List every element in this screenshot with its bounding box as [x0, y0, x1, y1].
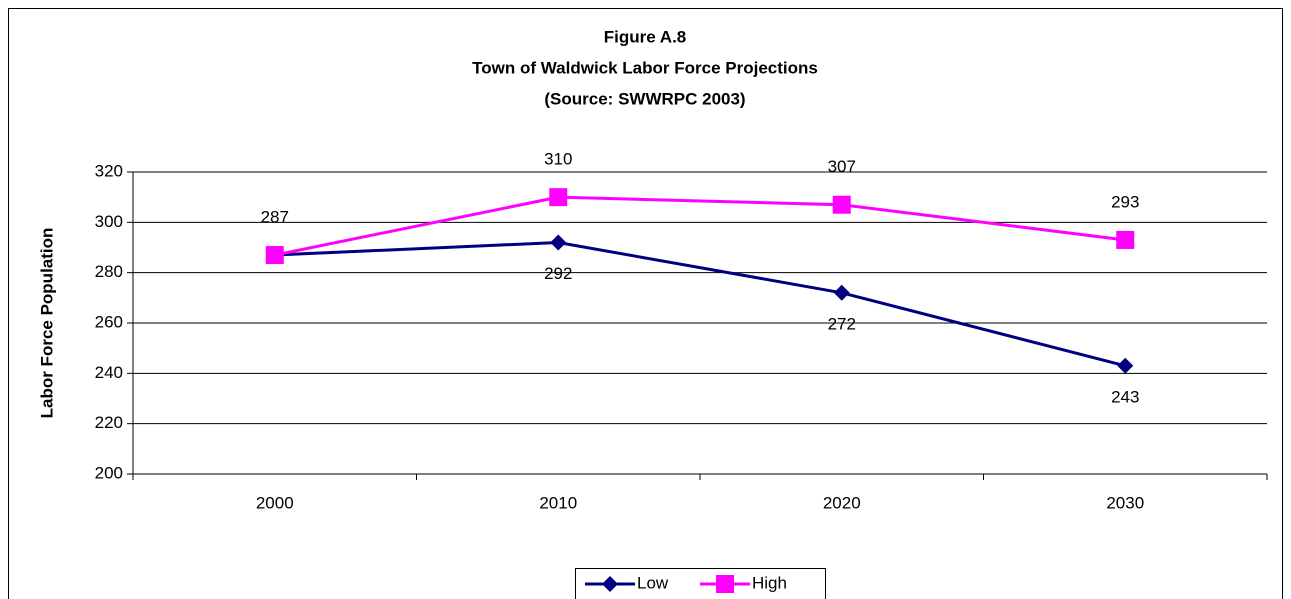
x-tick-label: 2000 [256, 493, 294, 512]
chart-title: Town of Waldwick Labor Force Projections [472, 58, 818, 77]
legend: Low High [575, 568, 826, 599]
chart-subtitle: (Source: SWWRPC 2003) [544, 89, 745, 108]
y-tick-label: 300 [95, 212, 123, 231]
x-tick-label: 2030 [1106, 493, 1144, 512]
y-tick-label: 220 [95, 413, 123, 432]
data-label: 293 [1111, 192, 1139, 211]
marker [832, 195, 851, 214]
legend-label: High [752, 573, 787, 592]
data-label: 287 [261, 208, 289, 227]
data-label: 243 [1111, 387, 1139, 406]
marker [550, 234, 567, 251]
marker [833, 284, 850, 301]
marker [549, 188, 568, 207]
marker [265, 246, 284, 265]
series-line [274, 240, 1126, 368]
y-tick-label: 200 [95, 463, 123, 482]
legend-marker [602, 576, 618, 592]
data-label: 292 [544, 264, 572, 283]
marker [1116, 230, 1135, 249]
y-tick-label: 240 [95, 363, 123, 382]
chart-title: Figure A.8 [604, 27, 687, 46]
y-axis-label: Labor Force Population [37, 228, 56, 419]
x-tick-label: 2010 [539, 493, 577, 512]
legend-label: Low [637, 573, 669, 592]
data-label: 307 [828, 157, 856, 176]
y-tick-label: 260 [95, 312, 123, 331]
data-label: 272 [828, 314, 856, 333]
y-tick-label: 280 [95, 262, 123, 281]
data-label: 310 [544, 150, 572, 169]
chart-border [8, 8, 1283, 599]
y-tick-label: 320 [95, 161, 123, 180]
x-tick-label: 2020 [823, 493, 861, 512]
marker [1117, 357, 1134, 374]
legend-marker [716, 575, 734, 593]
series-line [274, 195, 1126, 257]
